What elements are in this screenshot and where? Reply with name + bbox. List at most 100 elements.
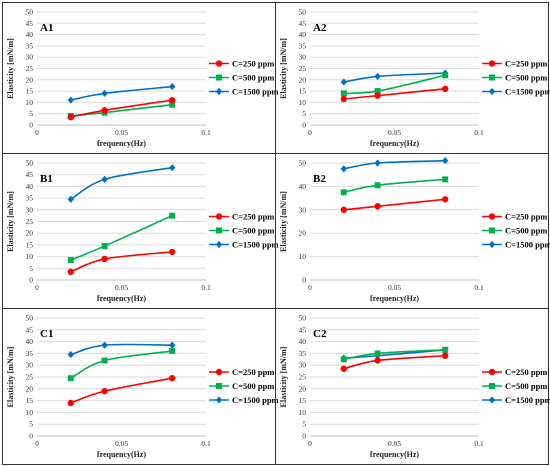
legend-label: C=500 ppm <box>505 381 547 391</box>
data-point <box>169 341 176 349</box>
data-point <box>67 399 75 407</box>
x-axis-label: frequency(Hz) <box>370 139 420 148</box>
data-point <box>340 165 347 173</box>
legend-label: C=250 ppm <box>505 367 547 377</box>
legend-marker <box>215 396 223 404</box>
x-tick-label: 0.1 <box>474 128 484 137</box>
y-tick-label: 15 <box>26 396 34 405</box>
y-tick-label: 5 <box>29 264 33 273</box>
y-tick-label: 10 <box>299 252 307 261</box>
data-point <box>374 159 381 167</box>
y-tick-label: 25 <box>299 64 307 73</box>
x-tick-label: 0 <box>35 128 39 137</box>
data-point <box>67 257 74 264</box>
series-line-500ppm <box>70 350 173 379</box>
y-tick-label: 10 <box>26 408 34 417</box>
x-tick-label: 0.05 <box>388 283 401 292</box>
panel-b2: 0 10 20 30 40 50 0 0.05 0.1 frequency(Hz) Elastici… <box>275 153 550 309</box>
x-axis-label: frequency(Hz) <box>97 450 147 459</box>
data-point <box>340 189 347 196</box>
data-point <box>101 255 108 263</box>
x-tick-label: 0 <box>308 283 312 292</box>
y-tick-label: 40 <box>26 182 34 191</box>
legend-label: C=250 ppm <box>232 59 274 69</box>
x-tick-label: 0 <box>35 439 39 448</box>
y-tick-label: 50 <box>299 8 307 17</box>
y-tick-label: 30 <box>26 205 34 214</box>
data-point <box>374 203 381 210</box>
data-point <box>374 92 381 99</box>
y-tick-label: 5 <box>302 109 306 118</box>
legend-marker <box>488 396 496 404</box>
data-point <box>340 356 347 363</box>
panel-c2: 0 5 10 15 20 25 30 35 40 45 50 0 0.05 0.1 frequency(Hz… <box>275 308 550 465</box>
data-point <box>101 89 108 97</box>
y-tick-label: 0 <box>29 432 33 441</box>
y-tick-label: 40 <box>299 337 307 346</box>
y-tick-label: 15 <box>26 240 34 249</box>
y-tick-label: 40 <box>299 30 307 39</box>
x-axis-label: frequency(Hz) <box>97 139 147 148</box>
legend-marker <box>488 87 496 96</box>
y-axis-label: Elasticity [mN/m] <box>6 38 15 99</box>
y-tick-label: 30 <box>26 361 34 370</box>
legend-label: C=1500 ppm <box>505 240 550 250</box>
data-point <box>374 88 381 95</box>
legend-marker <box>216 383 222 389</box>
y-tick-label: 20 <box>299 229 307 238</box>
data-point <box>67 350 74 359</box>
y-tick-label: 10 <box>299 408 307 417</box>
data-point <box>442 85 449 93</box>
x-tick-label: 0.1 <box>201 128 211 137</box>
legend-label: C=1500 ppm <box>232 87 279 97</box>
legend-label: C=500 ppm <box>232 381 274 391</box>
y-tick-label: 20 <box>26 384 34 393</box>
data-point <box>169 96 176 104</box>
panel-border <box>275 308 549 465</box>
y-tick-label: 40 <box>26 30 34 39</box>
legend-label: C=250 ppm <box>505 59 547 69</box>
legend-label: C=1500 ppm <box>505 395 550 405</box>
panel-title: A1 <box>40 22 53 34</box>
x-tick-label: 0.05 <box>115 439 128 448</box>
y-tick-label: 35 <box>26 349 34 358</box>
series-line-1500ppm <box>70 166 173 200</box>
legend-label: C=1500 ppm <box>232 395 279 405</box>
x-axis-label: frequency(Hz) <box>370 294 420 303</box>
y-tick-label: 30 <box>299 53 307 62</box>
data-point <box>67 195 74 203</box>
y-tick-label: 35 <box>26 194 34 203</box>
y-tick-label: 15 <box>299 396 307 405</box>
y-tick-label: 40 <box>26 337 34 346</box>
y-tick-label: 0 <box>29 276 33 285</box>
legend-marker <box>488 213 496 220</box>
y-tick-label: 50 <box>299 314 307 323</box>
series-line-250ppm <box>343 198 446 211</box>
series-line-250ppm <box>343 88 446 100</box>
y-tick-label: 5 <box>302 420 306 429</box>
series-line-250ppm <box>70 377 173 404</box>
y-tick-label: 10 <box>26 252 34 261</box>
legend-marker <box>215 368 223 376</box>
series-line-1500ppm <box>343 72 446 83</box>
legend-label: C=250 ppm <box>232 212 274 222</box>
data-point <box>374 182 381 189</box>
legend-label: C=500 ppm <box>505 226 547 236</box>
x-tick-label: 0 <box>308 439 312 448</box>
panel-title: B1 <box>40 173 53 185</box>
y-axis-label: Elasticity [mN/m] <box>6 346 15 407</box>
legend-label: C=500 ppm <box>232 73 274 83</box>
legend-label: C=1500 ppm <box>505 87 550 97</box>
data-point <box>169 82 176 91</box>
y-tick-label: 25 <box>26 217 34 226</box>
y-tick-label: 0 <box>302 432 306 441</box>
y-tick-label: 25 <box>299 373 307 382</box>
legend-marker <box>489 383 495 389</box>
legend-marker <box>489 227 495 234</box>
data-point <box>169 101 176 108</box>
legend-marker <box>215 60 223 67</box>
y-tick-label: 0 <box>302 276 306 285</box>
data-point <box>442 72 449 79</box>
y-tick-label: 20 <box>299 384 307 393</box>
y-tick-label: 10 <box>26 98 34 107</box>
